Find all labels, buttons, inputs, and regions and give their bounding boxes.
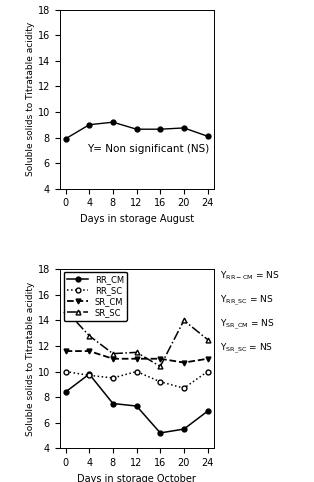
- Text: Y$_{\mathregular{SR\_CM}}$ = NS: Y$_{\mathregular{SR\_CM}}$ = NS: [220, 318, 274, 332]
- Text: Y= Non significant (NS): Y= Non significant (NS): [87, 144, 210, 154]
- X-axis label: Days in storage October: Days in storage October: [77, 473, 196, 482]
- Y-axis label: Soluble solids to Titratable acidity: Soluble solids to Titratable acidity: [26, 22, 35, 176]
- Legend: RR_CM, RR_SC, SR_CM, SR_SC: RR_CM, RR_SC, SR_CM, SR_SC: [64, 272, 127, 321]
- Text: Y$_{\mathregular{RR\_SC}}$ = NS: Y$_{\mathregular{RR\_SC}}$ = NS: [220, 294, 273, 308]
- Text: Y$_{\mathregular{RR-CM}}$ = NS: Y$_{\mathregular{RR-CM}}$ = NS: [220, 269, 279, 282]
- Y-axis label: Soluble solids to Titratable acidity: Soluble solids to Titratable acidity: [26, 281, 35, 436]
- Text: Y$_{\mathregular{SR\_SC}}$ = NS: Y$_{\mathregular{SR\_SC}}$ = NS: [220, 342, 273, 356]
- X-axis label: Days in storage August: Days in storage August: [79, 214, 194, 224]
